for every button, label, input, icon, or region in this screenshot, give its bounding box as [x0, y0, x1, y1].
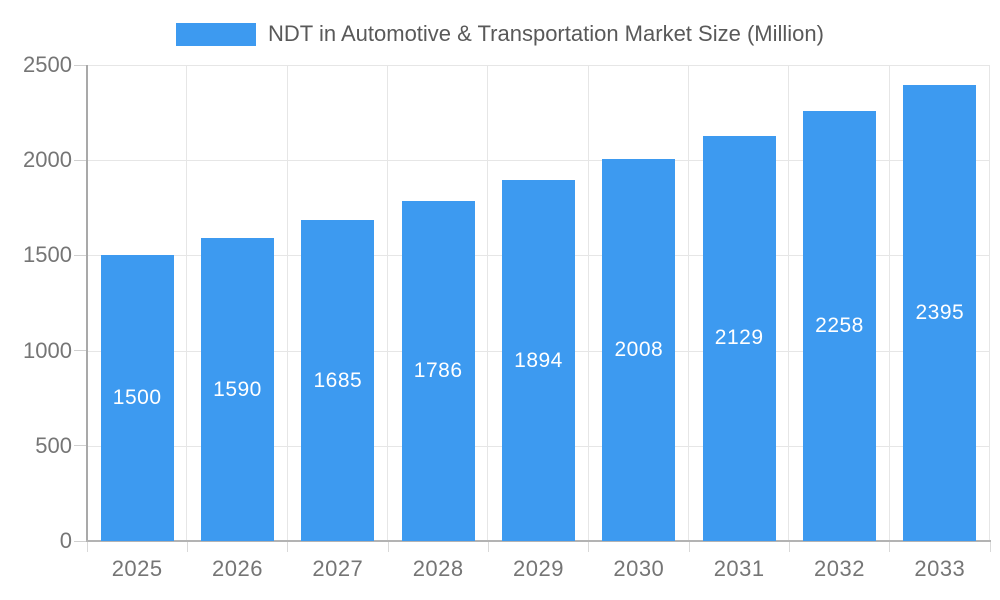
x-tick-mark [186, 542, 188, 552]
x-axis-line [86, 540, 991, 542]
x-gridline [587, 65, 589, 541]
x-gridline [286, 65, 288, 541]
y-tick-mark [74, 159, 87, 161]
y-tick-mark [74, 254, 87, 256]
bar-value-label: 1590 [213, 377, 262, 401]
y-tick-mark [74, 540, 87, 542]
x-tick-mark [287, 542, 289, 552]
x-axis-label: 2032 [814, 556, 865, 581]
bar-2032: 2258 [803, 111, 876, 541]
y-axis-line [86, 65, 88, 542]
x-axis-label: 2027 [312, 556, 364, 581]
y-tick-mark [74, 350, 87, 352]
x-tick-mark [688, 542, 690, 552]
x-axis-label: 2030 [613, 556, 665, 581]
bar-value-label: 1894 [514, 348, 563, 372]
y-axis-label: 1500 [23, 242, 72, 268]
x-tick-mark [889, 542, 891, 552]
bar-2033: 2395 [903, 85, 977, 541]
x-gridline [688, 65, 689, 541]
x-gridline [788, 65, 790, 541]
x-gridline [989, 65, 990, 541]
y-tick-mark [74, 64, 87, 66]
bar-value-label: 2395 [915, 301, 965, 324]
bar-value-label: 1500 [112, 386, 162, 410]
x-tick-mark [387, 542, 389, 552]
bar-value-label: 1685 [313, 368, 363, 392]
x-axis-label: 2031 [713, 556, 765, 581]
chart-legend[interactable]: NDT in Automotive & Transportation Marke… [0, 21, 1000, 47]
bar-2029: 1894 [502, 180, 575, 541]
bar-value-label: 2258 [815, 314, 864, 338]
y-gridline [87, 160, 990, 162]
bar-2026: 1590 [201, 238, 274, 541]
bar-2027: 1685 [301, 220, 375, 541]
bar-value-label: 1786 [413, 358, 463, 382]
chart-title: NDT in Automotive & Transportation Marke… [268, 21, 824, 46]
y-gridline [87, 65, 990, 66]
bar-2025: 1500 [100, 255, 174, 541]
y-axis-label: 1000 [23, 337, 72, 363]
bar-2030: 2008 [602, 158, 676, 541]
y-axis-label: 2000 [23, 147, 72, 173]
x-axis-label: 2026 [212, 556, 263, 581]
x-tick-mark [788, 542, 790, 552]
bar-value-label: 2129 [714, 326, 764, 350]
bar-2028: 1786 [401, 200, 475, 541]
plot-area: 0 500 1000 1500 2000 2500 1500 2025 1590 2026 1685… [23, 52, 991, 581]
x-gridline [888, 65, 890, 541]
x-gridline [186, 65, 188, 541]
x-tick-mark [86, 542, 88, 552]
x-axis-label: 2029 [513, 556, 564, 581]
x-axis-label: 2025 [111, 556, 163, 581]
legend-swatch [176, 22, 257, 46]
x-tick-mark [588, 542, 590, 552]
x-gridline [387, 65, 388, 541]
y-axis-label: 0 [59, 528, 72, 553]
x-tick-mark [989, 542, 991, 552]
x-axis-label: 2033 [914, 556, 966, 581]
y-axis-label: 2500 [23, 52, 72, 77]
y-tick-mark [74, 445, 87, 447]
x-gridline [487, 65, 489, 541]
x-tick-mark [487, 542, 489, 552]
bar-value-label: 2008 [614, 337, 664, 361]
x-axis-label: 2028 [412, 556, 464, 581]
y-axis-label: 500 [35, 432, 72, 458]
bar-2031: 2129 [702, 135, 776, 541]
